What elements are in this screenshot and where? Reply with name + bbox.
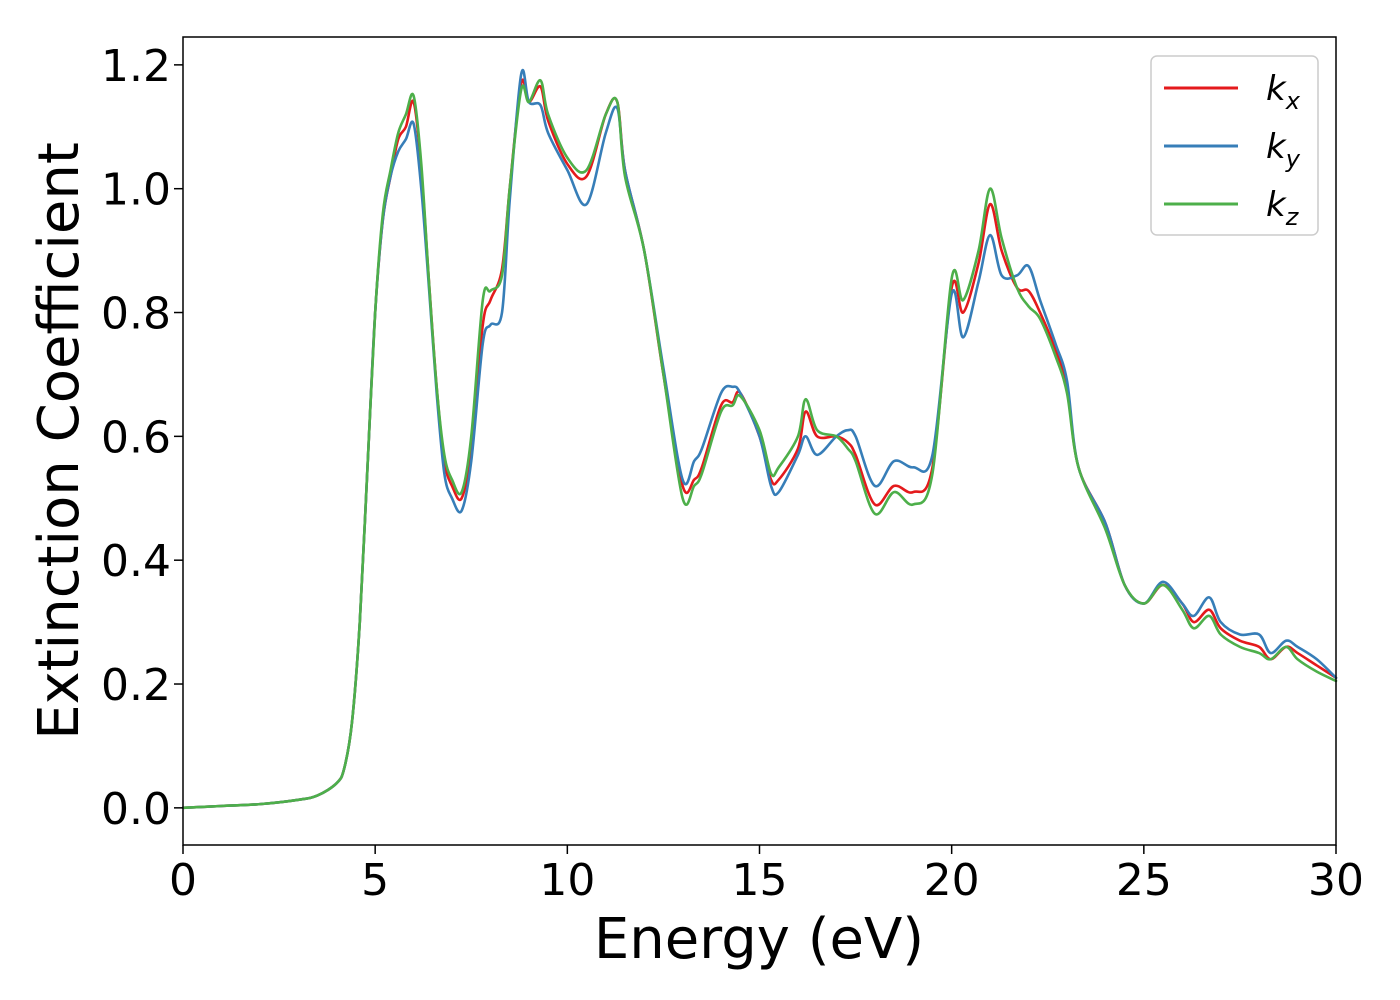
- legend-label-y: ky: [1266, 127, 1301, 173]
- x-axis-title: Energy (eV): [594, 907, 924, 972]
- x-tick-label: 5: [361, 855, 389, 906]
- y-tick-label: 0.6: [101, 412, 171, 463]
- x-tick-label: 30: [1308, 855, 1364, 906]
- y-tick-label: 0.2: [101, 660, 171, 711]
- x-tick-label: 15: [732, 855, 788, 906]
- x-tick-label: 20: [924, 855, 980, 906]
- x-tick-label: 10: [539, 855, 595, 906]
- y-axis-title: Extinction Coefficient: [27, 142, 92, 740]
- series-line-y: [181, 69, 1338, 810]
- y-tick-label: 1.2: [101, 41, 171, 92]
- series-line-z: [181, 79, 1338, 810]
- y-tick-label: 0.0: [101, 784, 171, 835]
- legend-label-x: kx: [1266, 69, 1301, 115]
- x-tick-label: 0: [169, 855, 197, 906]
- y-axis: 0.0 0.2 0.4 0.6 0.8 1.0 1.2: [101, 41, 183, 835]
- legend: kx ky kz: [1150, 55, 1319, 236]
- y-tick-label: 0.4: [101, 536, 171, 587]
- y-tick-label: 0.8: [101, 289, 171, 340]
- x-axis: 0 5 10 15 20 25 30: [169, 845, 1364, 906]
- legend-label-z: kz: [1266, 185, 1300, 231]
- series-layer: [181, 69, 1338, 810]
- x-tick-label: 25: [1116, 855, 1172, 906]
- plot-background: [183, 37, 1336, 845]
- y-tick-label: 1.0: [101, 165, 171, 216]
